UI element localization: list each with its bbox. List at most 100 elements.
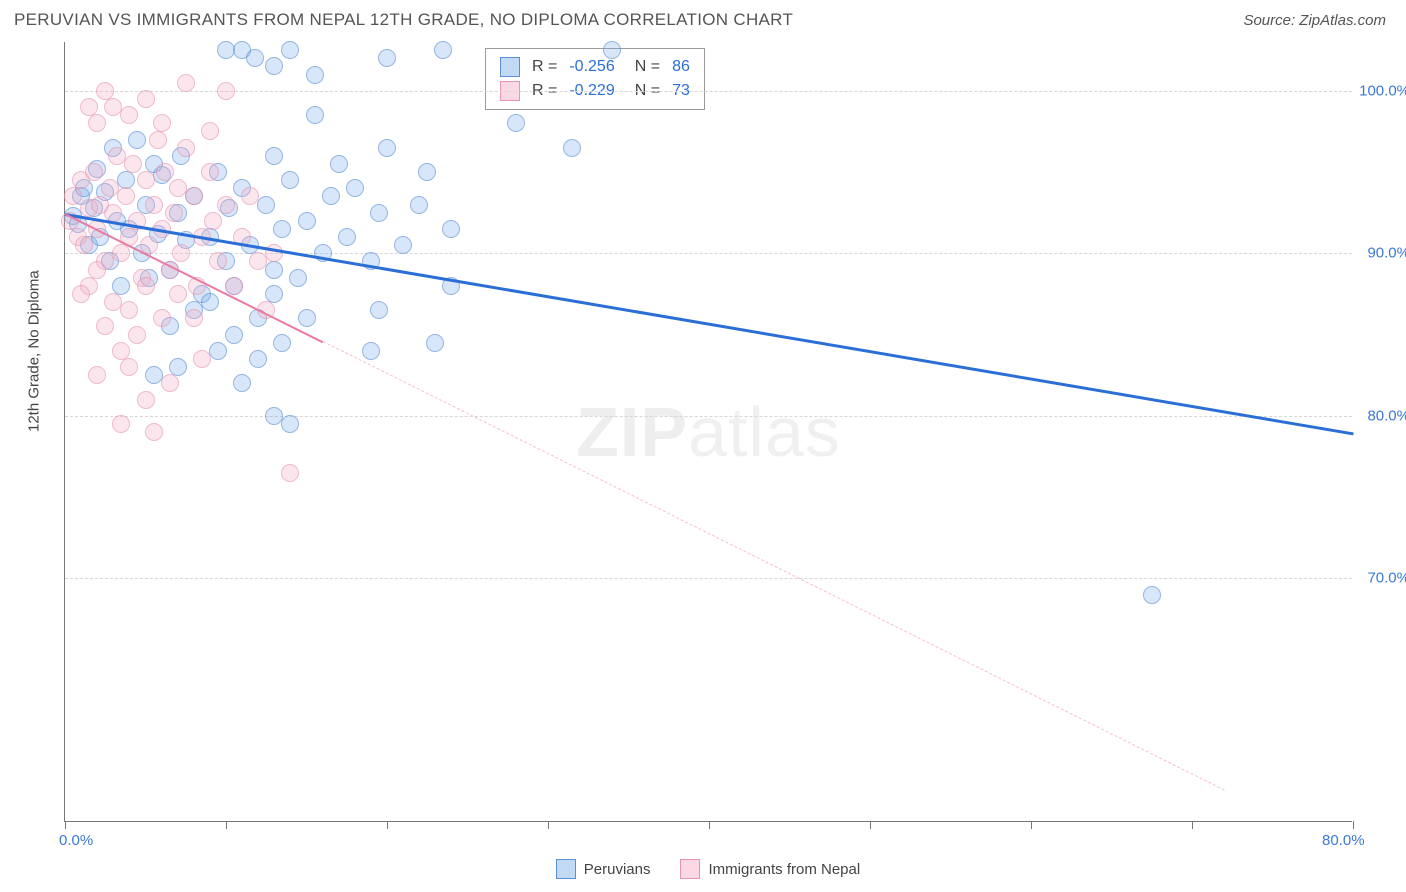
legend-swatch xyxy=(680,859,700,879)
scatter-point xyxy=(137,277,155,295)
chart-title: PERUVIAN VS IMMIGRANTS FROM NEPAL 12TH G… xyxy=(14,10,793,30)
scatter-point xyxy=(120,106,138,124)
scatter-point xyxy=(75,236,93,254)
scatter-point xyxy=(156,163,174,181)
scatter-point xyxy=(507,114,525,132)
x-tick xyxy=(1353,821,1354,829)
y-axis-title: 12th Grade, No Diploma xyxy=(26,270,43,432)
x-tick-label: 80.0% xyxy=(1322,832,1365,849)
scatter-point xyxy=(281,41,299,59)
scatter-point xyxy=(145,423,163,441)
scatter-point xyxy=(265,147,283,165)
scatter-point xyxy=(370,301,388,319)
scatter-point xyxy=(112,244,130,262)
scatter-point xyxy=(112,277,130,295)
scatter-point xyxy=(418,163,436,181)
scatter-point xyxy=(137,171,155,189)
scatter-point xyxy=(378,139,396,157)
scatter-point xyxy=(281,415,299,433)
plot-area: ZIPatlas R = -0.256N = 86R = -0.229N = 7… xyxy=(64,42,1352,822)
scatter-point xyxy=(96,317,114,335)
y-tick-label: 100.0% xyxy=(1359,82,1406,99)
scatter-point xyxy=(137,391,155,409)
scatter-point xyxy=(241,187,259,205)
scatter-point xyxy=(177,139,195,157)
scatter-point xyxy=(117,187,135,205)
scatter-point xyxy=(225,277,243,295)
scatter-point xyxy=(120,301,138,319)
stat-r-label: R = xyxy=(532,58,557,76)
series-legend: Peruvians Immigrants from Nepal xyxy=(64,859,1352,879)
scatter-point xyxy=(124,155,142,173)
x-tick xyxy=(226,821,227,829)
legend-item: Peruvians xyxy=(556,859,651,879)
scatter-point xyxy=(204,212,222,230)
scatter-point xyxy=(72,285,90,303)
stat-n-value: 86 xyxy=(672,58,690,76)
scatter-point xyxy=(172,244,190,262)
x-tick xyxy=(387,821,388,829)
source-label: Source: ZipAtlas.com xyxy=(1243,12,1386,29)
scatter-point xyxy=(165,204,183,222)
scatter-point xyxy=(88,114,106,132)
scatter-point xyxy=(225,326,243,344)
chart-container: 12th Grade, No Diploma ZIPatlas R = -0.2… xyxy=(14,42,1392,882)
stats-legend-box: R = -0.256N = 86R = -0.229N = 73 xyxy=(485,48,705,110)
scatter-point xyxy=(298,212,316,230)
scatter-point xyxy=(298,309,316,327)
scatter-point xyxy=(137,90,155,108)
scatter-point xyxy=(128,326,146,344)
scatter-point xyxy=(112,415,130,433)
stat-r-value: -0.256 xyxy=(569,58,614,76)
stat-n-label: N = xyxy=(635,58,660,76)
scatter-point xyxy=(257,196,275,214)
scatter-point xyxy=(378,49,396,67)
y-tick-label: 90.0% xyxy=(1367,245,1406,262)
scatter-point xyxy=(246,49,264,67)
trend-line xyxy=(322,341,1224,791)
scatter-point xyxy=(426,334,444,352)
stats-row: R = -0.256 N = 86 xyxy=(500,55,690,79)
scatter-point xyxy=(265,261,283,279)
scatter-point xyxy=(281,464,299,482)
scatter-point xyxy=(145,196,163,214)
scatter-point xyxy=(249,350,267,368)
scatter-point xyxy=(153,114,171,132)
gridline xyxy=(65,416,1352,417)
x-tick xyxy=(548,821,549,829)
scatter-point xyxy=(306,66,324,84)
watermark: ZIPatlas xyxy=(576,392,841,472)
legend-swatch xyxy=(500,57,520,77)
scatter-point xyxy=(265,285,283,303)
scatter-point xyxy=(64,187,82,205)
scatter-point xyxy=(88,366,106,384)
x-tick xyxy=(1192,821,1193,829)
scatter-point xyxy=(185,187,203,205)
scatter-point xyxy=(1143,586,1161,604)
scatter-point xyxy=(88,261,106,279)
legend-label: Peruvians xyxy=(584,861,651,878)
legend-label: Immigrants from Nepal xyxy=(708,861,860,878)
scatter-point xyxy=(169,358,187,376)
scatter-point xyxy=(370,204,388,222)
scatter-point xyxy=(322,187,340,205)
x-tick xyxy=(709,821,710,829)
scatter-point xyxy=(96,82,114,100)
y-tick-label: 70.0% xyxy=(1367,570,1406,587)
scatter-point xyxy=(177,74,195,92)
legend-item: Immigrants from Nepal xyxy=(680,859,860,879)
scatter-point xyxy=(306,106,324,124)
scatter-point xyxy=(281,171,299,189)
y-tick-label: 80.0% xyxy=(1367,407,1406,424)
scatter-point xyxy=(265,57,283,75)
x-tick xyxy=(870,821,871,829)
scatter-point xyxy=(80,98,98,116)
x-tick xyxy=(1031,821,1032,829)
scatter-point xyxy=(233,374,251,392)
scatter-point xyxy=(563,139,581,157)
scatter-point xyxy=(217,196,235,214)
scatter-point xyxy=(434,41,452,59)
scatter-point xyxy=(330,155,348,173)
x-tick xyxy=(65,821,66,829)
gridline xyxy=(65,91,1352,92)
